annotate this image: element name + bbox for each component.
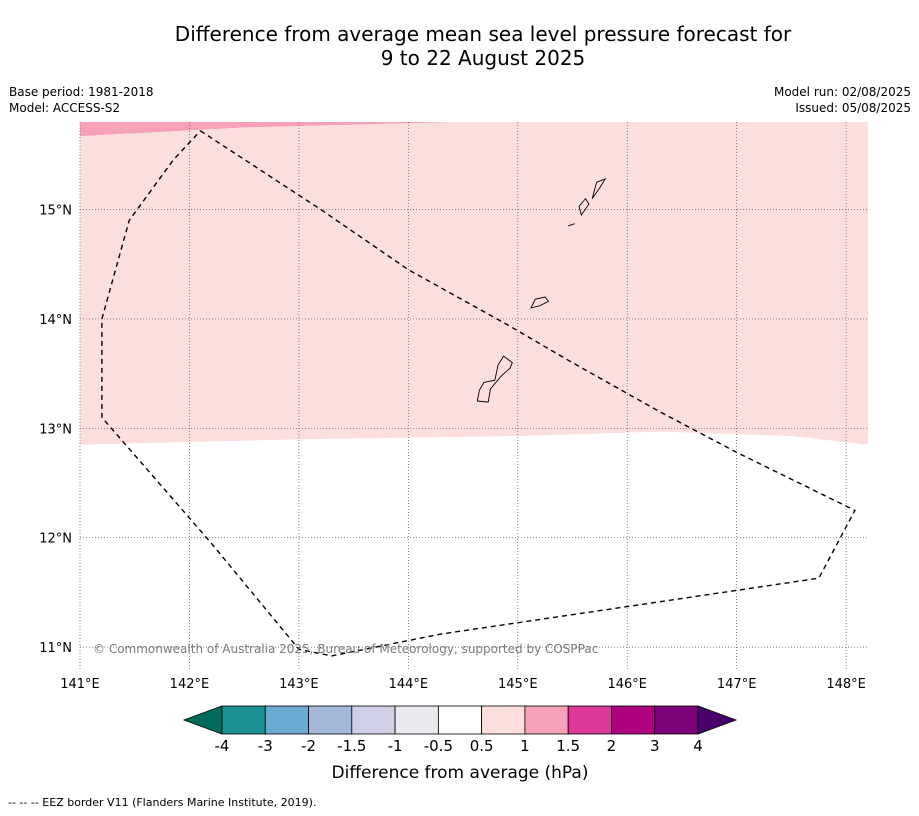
colorbar-swatch <box>308 705 353 735</box>
x-tick-label: 145°E <box>498 677 538 692</box>
colorbar-swatch <box>264 705 309 735</box>
colorbar-tick-label: 4 <box>693 737 703 755</box>
colorbar: -4 -3 -2 -1.5 -1 -0.5 0.5 1 1.5 2 3 4 Difference fro… <box>182 705 738 783</box>
y-tick-label: 13°N <box>39 422 72 437</box>
y-tick-label: 12°N <box>39 532 72 547</box>
colorbar-tick-label: -2 <box>301 737 316 755</box>
colorbar-swatch <box>394 705 439 735</box>
eez-footnote: -- -- -- EEZ border V11 (Flanders Marine… <box>8 796 317 809</box>
colorbar-swatch <box>524 705 569 735</box>
map-islands <box>476 178 607 403</box>
meta-left: Base period: 1981-2018 Model: ACCESS-S2 <box>9 84 154 116</box>
colorbar-tick-label: -0.5 <box>424 737 453 755</box>
title-line-2: 9 to 22 August 2025 <box>380 46 586 70</box>
colorbar-label: Difference from average (hPa) <box>332 763 589 783</box>
island-1 <box>530 296 550 309</box>
eez-border <box>101 130 856 657</box>
x-tick-label: 142°E <box>170 677 210 692</box>
island-2 <box>578 197 590 217</box>
colorbar-tick-label: -4 <box>215 737 230 755</box>
map-fills <box>80 122 868 445</box>
model-run: Model run: 02/08/2025 <box>773 85 911 99</box>
colorbar-tick-label: 3 <box>650 737 660 755</box>
x-tick-label: 143°E <box>279 677 319 692</box>
colorbar-tick-label: 0.5 <box>470 737 494 755</box>
map-eez <box>101 130 856 657</box>
island-3 <box>591 178 607 199</box>
pressure-region-0 <box>80 122 458 137</box>
colorbar-tick-label: -3 <box>258 737 273 755</box>
map-credit: © Commonwealth of Australia 2025, Bureau… <box>93 642 598 656</box>
x-tick-label: 147°E <box>717 677 757 692</box>
colorbar-swatch <box>654 705 699 735</box>
colorbar-tick-label: -1 <box>388 737 403 755</box>
colorbar-swatch <box>221 705 266 735</box>
colorbar-tick-label: 1 <box>520 737 530 755</box>
x-tick-label: 141°E <box>60 677 100 692</box>
title-line-1: Difference from average mean sea level p… <box>174 22 792 46</box>
model-name: Model: ACCESS-S2 <box>9 101 121 115</box>
meta-right: Model run: 02/08/2025 Issued: 05/08/2025 <box>774 84 911 116</box>
y-tick-label: 11°N <box>39 641 72 656</box>
y-tick-label: 15°N <box>39 204 72 219</box>
x-tick-label: 144°E <box>389 677 429 692</box>
issued-date: Issued: 05/08/2025 <box>795 101 911 115</box>
y-tick-label: 14°N <box>39 313 72 328</box>
island-4 <box>567 223 575 227</box>
colorbar-extend-high <box>697 705 738 735</box>
colorbar-tick-label: 2 <box>607 737 617 755</box>
colorbar-swatch <box>351 705 396 735</box>
base-period: Base period: 1981-2018 <box>9 85 154 99</box>
island-0 <box>476 355 513 403</box>
colorbar-tick-label: 1.5 <box>556 737 580 755</box>
map-axes: 141°E 142°E 143°E 144°E 145°E 146°E 147°E 148°E… <box>39 204 866 692</box>
x-tick-label: 146°E <box>607 677 647 692</box>
x-tick-label: 148°E <box>826 677 866 692</box>
colorbar-swatch <box>567 705 612 735</box>
colorbar-swatch <box>437 705 483 735</box>
colorbar-tick-label: -1.5 <box>337 737 366 755</box>
chart-title: Difference from average mean sea level p… <box>0 22 919 70</box>
colorbar-extend-low <box>182 705 223 735</box>
colorbar-swatch <box>611 705 656 735</box>
map-grid <box>79 122 868 669</box>
colorbar-swatch <box>481 705 526 735</box>
pressure-region-1 <box>80 122 868 445</box>
